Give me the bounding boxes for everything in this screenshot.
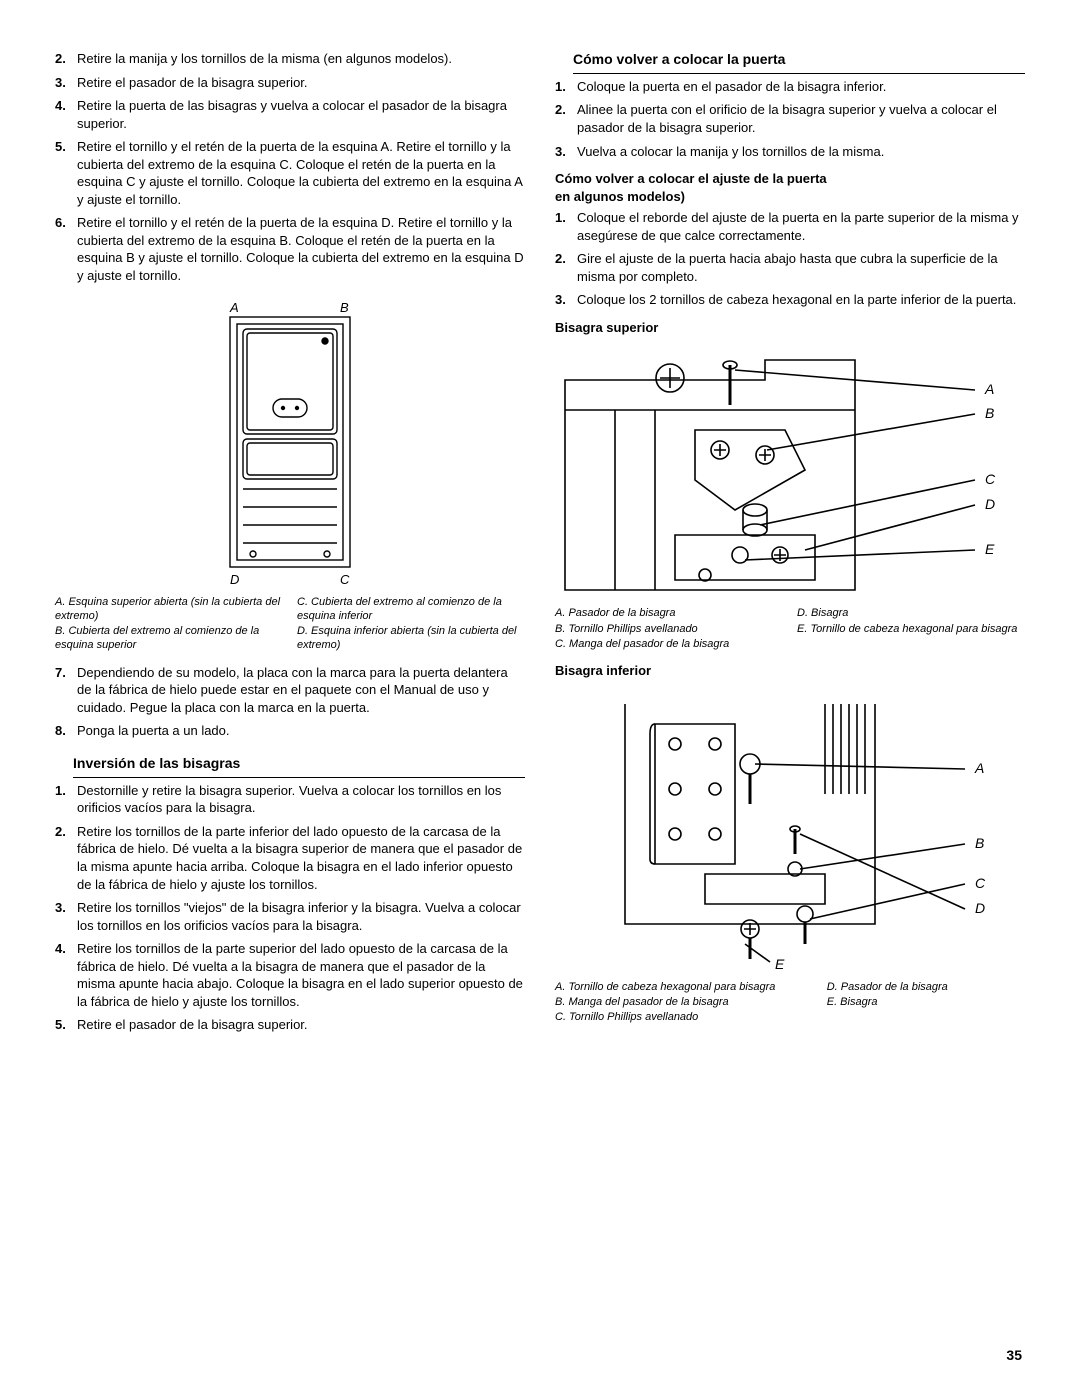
step-num: 3. (555, 143, 577, 161)
step-num: 6. (55, 214, 77, 284)
step-num: 7. (55, 664, 77, 717)
figure-door-corners: A B D C (55, 299, 525, 589)
svg-text:D: D (230, 572, 239, 587)
svg-text:D: D (985, 496, 995, 512)
legend-item: A. Esquina superior abierta (sin la cubi… (55, 595, 283, 624)
step-text: Retire la puerta de las bisagras y vuelv… (77, 97, 525, 132)
legend-item: C. Tornillo Phillips avellanado (555, 1010, 813, 1024)
step-text: Retire los tornillos "viejos" de la bisa… (77, 899, 525, 934)
svg-text:A: A (974, 760, 984, 776)
svg-text:E: E (775, 956, 785, 972)
figure2-legend: A. Pasador de la bisagra B. Tornillo Phi… (555, 606, 1025, 652)
section-replace-door: Cómo volver a colocar la puerta (573, 50, 1025, 74)
legend-item: A. Tornillo de cabeza hexagonal para bis… (555, 980, 813, 994)
svg-text:C: C (340, 572, 350, 587)
legend-item: D. Bisagra (797, 606, 1025, 620)
figure-top-hinge: A B C D E (555, 350, 1025, 600)
step-num: 2. (55, 50, 77, 68)
svg-text:C: C (975, 875, 986, 891)
remove-door-steps-part1: 2.Retire la manija y los tornillos de la… (55, 50, 525, 285)
step-text: Retire el pasador de la bisagra superior… (77, 74, 525, 92)
legend-item: D. Pasador de la bisagra (827, 980, 1025, 994)
svg-text:B: B (340, 300, 349, 315)
step-num: 3. (555, 291, 577, 309)
legend-item: D. Esquina inferior abierta (sin la cubi… (297, 624, 525, 653)
step-text: Destornille y retire la bisagra superior… (77, 782, 525, 817)
replace-door-steps: 1.Coloque la puerta en el pasador de la … (555, 78, 1025, 160)
step-text: Retire el tornillo y el retén de la puer… (77, 214, 525, 284)
step-text: Retire el pasador de la bisagra superior… (77, 1016, 525, 1034)
step-text: Retire la manija y los tornillos de la m… (77, 50, 525, 68)
legend-item: E. Tornillo de cabeza hexagonal para bis… (797, 622, 1025, 636)
svg-text:C: C (985, 471, 996, 487)
step-text: Coloque la puerta en el pasador de la bi… (577, 78, 1025, 96)
section-reverse-hinges: Inversión de las bisagras (73, 754, 525, 778)
left-column: 2.Retire la manija y los tornillos de la… (55, 50, 525, 1040)
step-text: Alinee la puerta con el orificio de la b… (577, 101, 1025, 136)
legend-item: C. Manga del pasador de la bisagra (555, 637, 783, 651)
step-num: 2. (555, 250, 577, 285)
figure1-legend: A. Esquina superior abierta (sin la cubi… (55, 595, 525, 654)
step-text: Coloque los 2 tornillos de cabeza hexago… (577, 291, 1025, 309)
figure3-legend: A. Tornillo de cabeza hexagonal para bis… (555, 980, 1025, 1026)
svg-text:D: D (975, 900, 985, 916)
svg-text:A: A (984, 381, 994, 397)
legend-item: B. Tornillo Phillips avellanado (555, 622, 783, 636)
step-text: Gire el ajuste de la puerta hacia abajo … (577, 250, 1025, 285)
legend-item: B. Manga del pasador de la bisagra (555, 995, 813, 1009)
step-text: Vuelva a colocar la manija y los tornill… (577, 143, 1025, 161)
step-num: 1. (555, 78, 577, 96)
sub-line: Cómo volver a colocar el ajuste de la pu… (555, 171, 827, 186)
step-num: 1. (555, 209, 577, 244)
right-column: Cómo volver a colocar la puerta 1.Coloqu… (555, 50, 1025, 1040)
legend-item: A. Pasador de la bisagra (555, 606, 783, 620)
step-text: Coloque el reborde del ajuste de la puer… (577, 209, 1025, 244)
figure-bottom-hinge: A B C D E (595, 694, 1025, 974)
legend-item: B. Cubierta del extremo al comienzo de l… (55, 624, 283, 653)
page-number: 35 (1006, 1346, 1022, 1365)
step-num: 3. (55, 899, 77, 934)
step-num: 8. (55, 722, 77, 740)
legend-item: E. Bisagra (827, 995, 1025, 1009)
step-num: 4. (55, 97, 77, 132)
sub-line: en algunos modelos) (555, 189, 685, 204)
svg-text:B: B (985, 405, 994, 421)
step-text: Ponga la puerta a un lado. (77, 722, 525, 740)
step-text: Retire el tornillo y el retén de la puer… (77, 138, 525, 208)
sub-replace-trim: Cómo volver a colocar el ajuste de la pu… (555, 170, 1025, 205)
legend-item: C. Cubierta del extremo al comienzo de l… (297, 595, 525, 624)
sub-bottom-hinge: Bisagra inferior (555, 662, 1025, 680)
reverse-hinges-steps: 1.Destornille y retire la bisagra superi… (55, 782, 525, 1034)
svg-text:A: A (229, 300, 239, 315)
step-text: Dependiendo de su modelo, la placa con l… (77, 664, 525, 717)
step-num: 5. (55, 1016, 77, 1034)
step-num: 1. (55, 782, 77, 817)
step-num: 3. (55, 74, 77, 92)
step-num: 2. (555, 101, 577, 136)
step-num: 2. (55, 823, 77, 893)
step-text: Retire los tornillos de la parte superio… (77, 940, 525, 1010)
remove-door-steps-part2: 7.Dependiendo de su modelo, la placa con… (55, 664, 525, 740)
step-num: 5. (55, 138, 77, 208)
step-text: Retire los tornillos de la parte inferio… (77, 823, 525, 893)
step-num: 4. (55, 940, 77, 1010)
sub-top-hinge: Bisagra superior (555, 319, 1025, 337)
svg-text:B: B (975, 835, 984, 851)
svg-text:E: E (985, 541, 995, 557)
replace-trim-steps: 1.Coloque el reborde del ajuste de la pu… (555, 209, 1025, 309)
